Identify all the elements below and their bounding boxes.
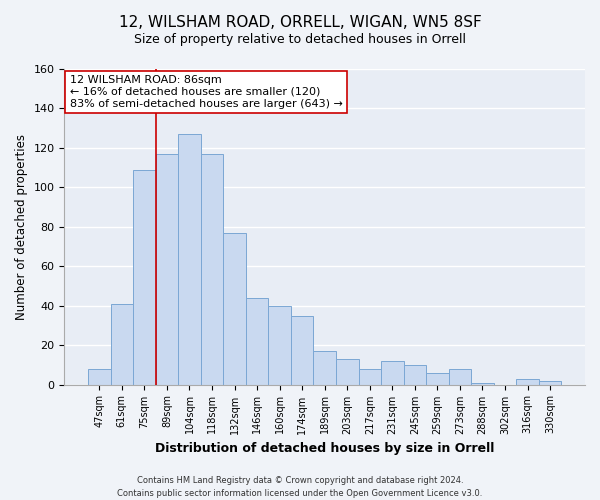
Bar [223,232,246,384]
Bar [201,154,223,384]
Bar [110,304,133,384]
Bar [178,134,201,384]
Bar [268,306,291,384]
Bar [426,372,449,384]
Bar [155,154,178,384]
Bar [88,369,110,384]
Bar [133,170,155,384]
Bar [516,378,539,384]
Bar [336,359,359,384]
Bar [404,365,426,384]
Bar [471,382,494,384]
Bar [381,361,404,384]
Text: 12, WILSHAM ROAD, ORRELL, WIGAN, WN5 8SF: 12, WILSHAM ROAD, ORRELL, WIGAN, WN5 8SF [119,15,481,30]
Y-axis label: Number of detached properties: Number of detached properties [15,134,28,320]
X-axis label: Distribution of detached houses by size in Orrell: Distribution of detached houses by size … [155,442,494,455]
Text: Contains HM Land Registry data © Crown copyright and database right 2024.
Contai: Contains HM Land Registry data © Crown c… [118,476,482,498]
Bar [291,316,313,384]
Bar [246,298,268,384]
Bar [359,369,381,384]
Bar [313,351,336,384]
Text: Size of property relative to detached houses in Orrell: Size of property relative to detached ho… [134,32,466,46]
Bar [449,369,471,384]
Text: 12 WILSHAM ROAD: 86sqm
← 16% of detached houses are smaller (120)
83% of semi-de: 12 WILSHAM ROAD: 86sqm ← 16% of detached… [70,76,343,108]
Bar [539,380,562,384]
